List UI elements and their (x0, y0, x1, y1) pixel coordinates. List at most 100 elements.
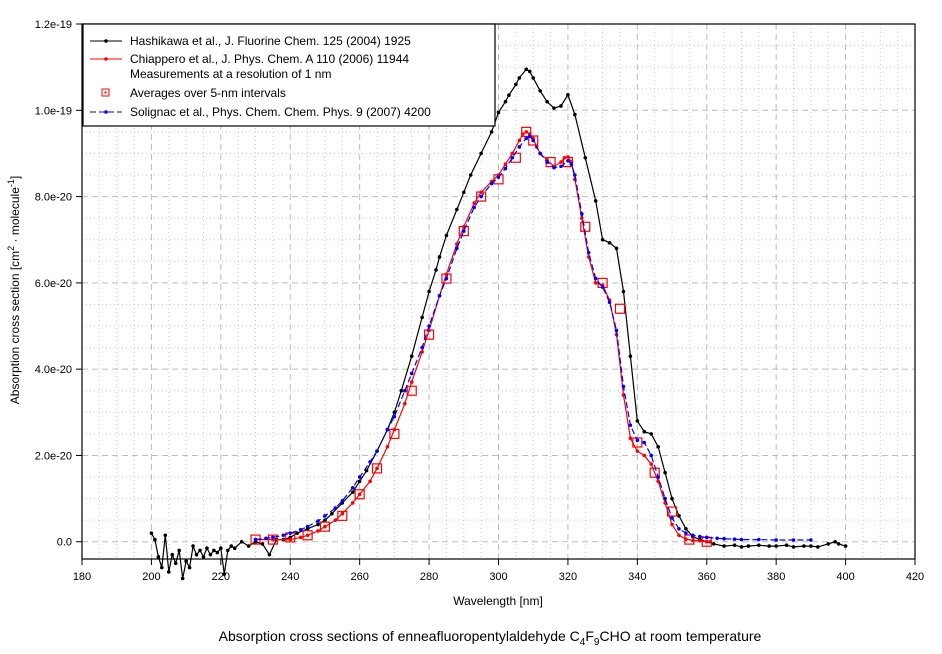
series-line (150, 68, 846, 579)
data-point-square (406, 385, 417, 396)
data-point (531, 76, 536, 80)
data-point (472, 201, 477, 205)
data-point (715, 536, 719, 541)
data-point (586, 250, 591, 255)
legend-marker-averages-center (104, 91, 107, 94)
data-point (704, 539, 709, 544)
data-point (198, 548, 202, 553)
data-point (593, 281, 598, 285)
data-point (368, 479, 372, 484)
y-tick-label: 4.0e-20 (35, 364, 72, 376)
data-point (826, 542, 831, 546)
data-point (566, 158, 570, 163)
data-point (180, 576, 185, 581)
data-point (514, 82, 518, 87)
data-point (173, 561, 178, 566)
y-tick-label: 8.0e-20 (35, 192, 72, 204)
data-point (232, 546, 237, 551)
data-point (527, 69, 532, 74)
data-point-square (337, 510, 348, 521)
data-point (316, 519, 320, 523)
data-point (496, 175, 501, 179)
data-point (791, 538, 796, 542)
y-axis-title-sup2: -1 (6, 179, 16, 187)
data-point (434, 268, 438, 272)
data-point (163, 533, 168, 538)
data-point (559, 164, 563, 169)
data-point (642, 440, 647, 445)
data-point (507, 93, 511, 97)
data-point (569, 162, 574, 167)
y-axis-title-mid: · molecule (8, 187, 22, 246)
data-point (489, 130, 494, 134)
data-point (305, 524, 310, 529)
y-axis-title: Absorption cross section [cm2 · molecule… (6, 176, 22, 404)
data-point (368, 460, 372, 464)
data-point (545, 99, 549, 104)
data-point (527, 134, 532, 138)
grid (82, 24, 915, 559)
data-point (670, 496, 674, 501)
data-point-square (562, 156, 574, 168)
data-point (593, 199, 598, 203)
data-point (201, 555, 206, 559)
data-point (267, 552, 272, 557)
data-point (350, 490, 355, 494)
x-tick-label: 340 (628, 571, 646, 583)
data-point (642, 429, 647, 434)
chart-caption: Absorption cross sections of enneafluoro… (219, 628, 762, 648)
data-point (704, 535, 709, 540)
data-point (649, 462, 654, 466)
y-axis: 0.0 2.0e-20 4.0e-20 6.0e-20 8.0e-20 1.0e-19 1.… (35, 19, 82, 549)
data-point (722, 544, 726, 548)
x-tick-label: 180 (73, 571, 91, 583)
data-point (670, 522, 674, 527)
data-point-square (649, 467, 660, 478)
data-point (573, 112, 577, 117)
data-point (677, 533, 681, 538)
data-point (455, 207, 459, 212)
data-point-square (458, 225, 469, 237)
series-hashikawa (149, 67, 848, 581)
data-point (628, 423, 633, 428)
data-point-square (302, 530, 313, 541)
data-point (774, 544, 778, 548)
data-point-square (614, 303, 626, 314)
legend-marker-averages (101, 88, 110, 97)
data-point (573, 173, 577, 177)
data-point (684, 531, 688, 535)
x-axis: 180 200 220 240 260 280 300 320 340 360 380 400 420 (73, 559, 924, 583)
data-point (614, 328, 619, 333)
data-point-square (371, 463, 383, 474)
legend-box (82, 23, 496, 127)
data-point (635, 449, 640, 453)
data-point (271, 535, 275, 540)
y-axis-title-sup1: 2 (6, 246, 16, 251)
data-point (809, 544, 813, 548)
data-point (732, 543, 737, 547)
y-tick-label: 0.0 (57, 537, 72, 549)
legend: Hashikawa et al., J. Fluorine Chem. 125 … (82, 23, 496, 127)
data-point (510, 155, 515, 160)
data-point (559, 160, 563, 164)
data-point (732, 537, 737, 541)
caption-suffix: CHO at room temperature (599, 628, 761, 644)
data-point (649, 432, 654, 436)
legend-marker-solignac (104, 110, 108, 114)
data-point (437, 294, 442, 298)
data-point (281, 533, 286, 538)
data-point (225, 548, 230, 553)
data-point (711, 542, 716, 546)
data-point-square (389, 428, 400, 439)
y-tick-label: 1.0e-19 (35, 105, 72, 117)
data-point (593, 276, 598, 281)
data-point (628, 354, 633, 359)
data-point (149, 531, 154, 535)
data-point (420, 350, 424, 354)
data-point (642, 453, 647, 458)
legend-item-solignac: Solignac et al., Phys. Chem. Chem. Phys.… (90, 105, 431, 119)
data-point (670, 516, 674, 520)
legend-item-chiappero: Chiappero et al., J. Phys. Chem. A 110 (… (90, 52, 409, 81)
data-point (503, 166, 508, 171)
data-point (614, 246, 619, 251)
